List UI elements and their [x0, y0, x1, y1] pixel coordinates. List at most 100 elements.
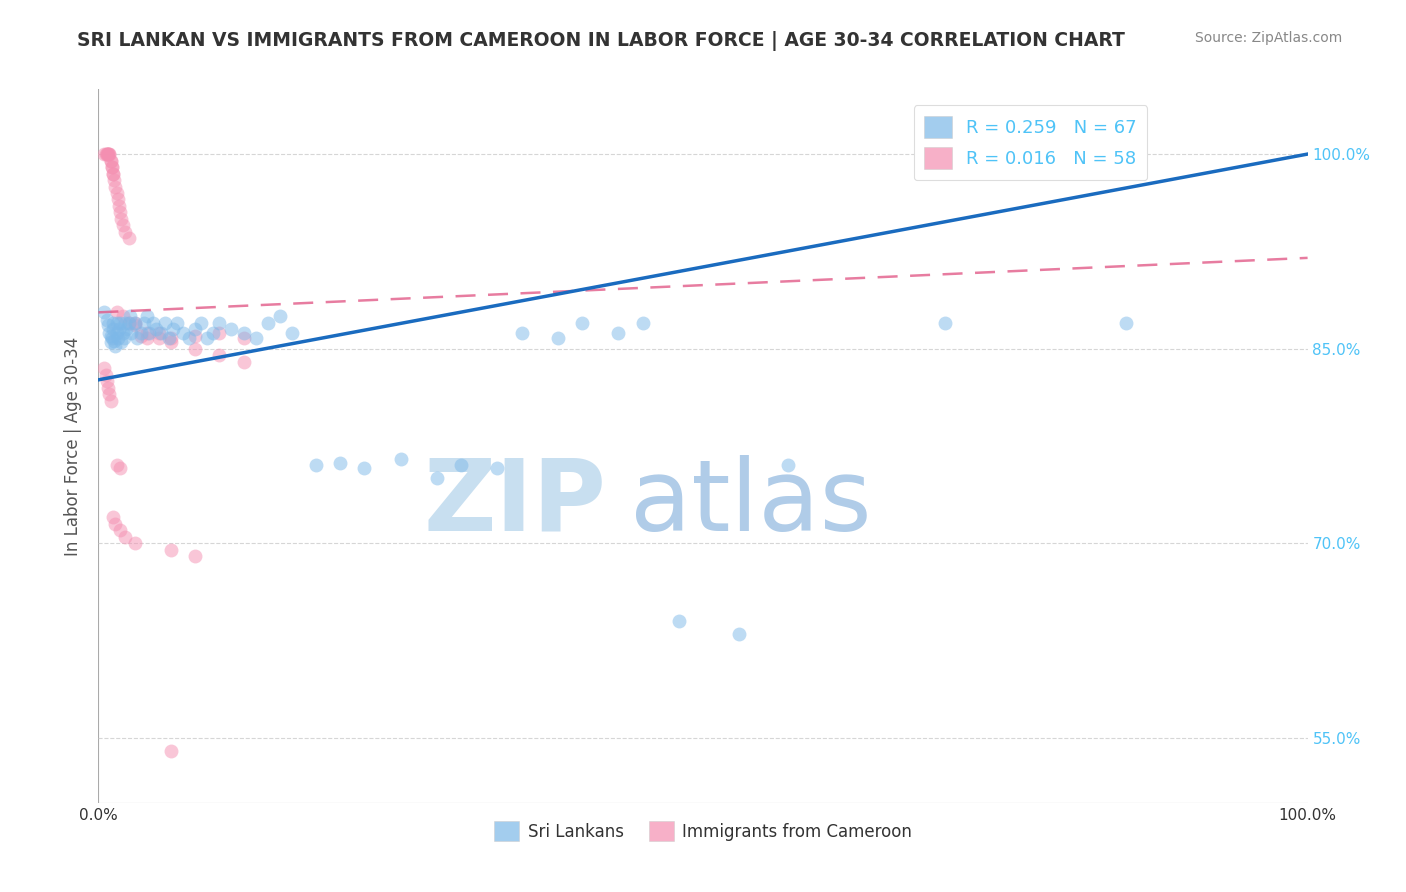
Point: [105, 305, 128, 319]
Point: [160, 542, 183, 557]
Text: Source: ZipAtlas.com: Source: ZipAtlas.com: [1195, 31, 1343, 45]
Point: [124, 318, 146, 333]
Point: [221, 322, 243, 336]
Point: [190, 316, 212, 330]
Point: [138, 326, 160, 340]
Point: [329, 456, 352, 470]
Point: [184, 342, 207, 356]
Point: [353, 461, 375, 475]
Point: [105, 186, 128, 200]
Point: [450, 458, 472, 473]
Point: [134, 316, 156, 330]
Point: [101, 510, 124, 524]
Point: [104, 516, 127, 531]
Point: [160, 335, 183, 350]
Point: [104, 179, 127, 194]
Point: [153, 316, 176, 330]
Point: [256, 316, 278, 330]
Point: [105, 458, 128, 473]
Point: [101, 167, 124, 181]
Point: [232, 354, 254, 368]
Point: [98, 326, 121, 340]
Point: [510, 326, 533, 340]
Point: [202, 326, 225, 340]
Point: [108, 524, 131, 538]
Point: [108, 205, 131, 219]
Point: [101, 167, 124, 181]
Point: [160, 744, 183, 758]
Point: [108, 316, 131, 330]
Point: [93, 305, 115, 319]
Point: [118, 310, 141, 324]
Point: [124, 316, 146, 330]
Point: [208, 326, 231, 340]
Point: [103, 334, 125, 348]
Point: [607, 326, 630, 340]
Point: [108, 461, 131, 475]
Point: [108, 199, 131, 213]
Point: [631, 316, 654, 330]
Legend: Sri Lankans, Immigrants from Cameroon: Sri Lankans, Immigrants from Cameroon: [488, 814, 918, 848]
Point: [93, 147, 115, 161]
Point: [111, 310, 134, 324]
Point: [100, 331, 122, 345]
Point: [135, 326, 157, 340]
Point: [208, 348, 231, 362]
Point: [166, 316, 188, 330]
Point: [124, 536, 146, 550]
Point: [245, 331, 267, 345]
Point: [98, 147, 121, 161]
Text: ZIP: ZIP: [423, 455, 606, 551]
Point: [184, 328, 207, 343]
Point: [486, 461, 509, 475]
Point: [103, 173, 125, 187]
Point: [114, 225, 136, 239]
Point: [157, 331, 180, 345]
Y-axis label: In Labor Force | Age 30-34: In Labor Force | Age 30-34: [65, 336, 83, 556]
Point: [101, 316, 124, 330]
Point: [129, 326, 152, 340]
Point: [100, 393, 122, 408]
Text: atlas: atlas: [630, 455, 872, 551]
Text: SRI LANKAN VS IMMIGRANTS FROM CAMEROON IN LABOR FORCE | AGE 30-34 CORRELATION CH: SRI LANKAN VS IMMIGRANTS FROM CAMEROON I…: [77, 31, 1125, 51]
Point: [269, 310, 291, 324]
Point: [184, 549, 207, 564]
Point: [148, 331, 170, 345]
Point: [96, 147, 118, 161]
Point: [184, 322, 207, 336]
Point: [160, 331, 183, 345]
Point: [107, 193, 129, 207]
Point: [120, 326, 142, 340]
Point: [124, 316, 146, 330]
Point: [110, 211, 132, 226]
Point: [208, 316, 231, 330]
Point: [97, 381, 120, 395]
Point: [104, 339, 127, 353]
Point: [305, 458, 328, 473]
Point: [142, 316, 165, 330]
Point: [108, 322, 131, 336]
Point: [118, 231, 141, 245]
Point: [232, 326, 254, 340]
Point: [98, 147, 121, 161]
Point: [135, 331, 157, 345]
Point: [97, 147, 120, 161]
Point: [728, 627, 751, 641]
Point: [127, 331, 149, 345]
Point: [96, 147, 118, 161]
Point: [281, 326, 304, 340]
Point: [162, 322, 184, 336]
Point: [426, 471, 449, 485]
Point: [97, 318, 120, 333]
Point: [100, 153, 122, 168]
Point: [94, 368, 117, 382]
Point: [98, 387, 121, 401]
Point: [93, 361, 115, 376]
Point: [172, 326, 194, 340]
Point: [114, 316, 136, 330]
Point: [107, 331, 129, 345]
Point: [118, 316, 141, 330]
Point: [115, 322, 138, 336]
Point: [94, 147, 117, 161]
Point: [195, 331, 218, 345]
